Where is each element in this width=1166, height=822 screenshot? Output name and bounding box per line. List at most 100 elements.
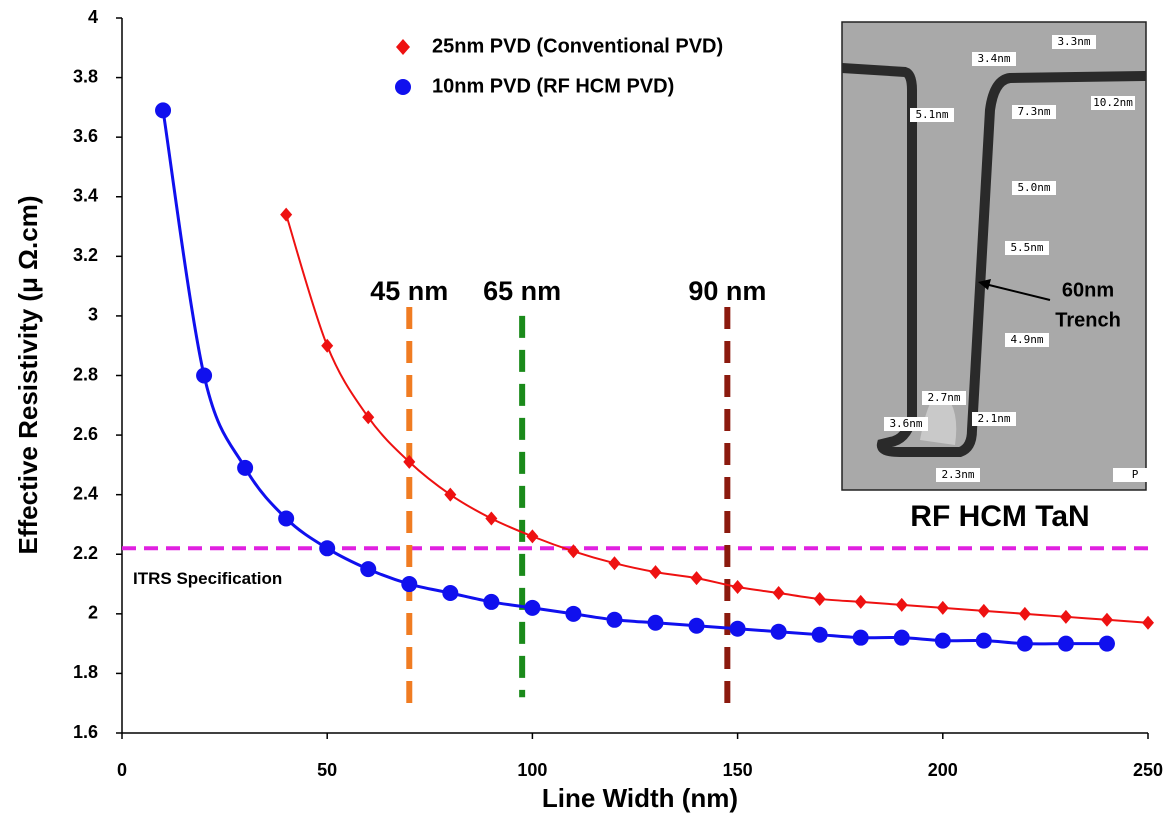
marker [485, 511, 498, 526]
x-axis-title: Line Width (nm) [542, 783, 738, 813]
marker [1059, 609, 1072, 624]
y-tick-label: 2.4 [73, 483, 98, 503]
inset-label: 3.4nm [977, 52, 1010, 65]
marker [280, 207, 293, 222]
inset-label-box [1052, 35, 1096, 49]
x-tick-label: 200 [928, 760, 958, 780]
inset-caption: RF HCM TaN [910, 500, 1089, 533]
x-tick-label: 50 [317, 760, 337, 780]
legend-label: 10nm PVD (RF HCM PVD) [432, 75, 674, 97]
marker [196, 367, 213, 384]
inset-label-box [1012, 181, 1056, 195]
legend-marker [395, 79, 411, 95]
marker [321, 338, 334, 353]
y-tick-label: 3 [88, 305, 98, 325]
inset-label: 5.1nm [915, 108, 948, 121]
x-tick-label: 100 [517, 760, 547, 780]
y-tick-label: 1.6 [73, 722, 98, 742]
marker [362, 410, 375, 425]
inset-label: 2.1nm [977, 412, 1010, 425]
inset-arrowhead [978, 279, 991, 290]
marker [731, 580, 744, 595]
marker [524, 599, 541, 616]
marker [1100, 612, 1113, 627]
y-tick-label: 2.2 [73, 543, 98, 563]
inset-label-box [972, 412, 1016, 426]
marker [155, 102, 172, 119]
marker [688, 617, 705, 634]
marker [608, 556, 621, 571]
x-tick-label: 150 [723, 760, 753, 780]
y-tick-label: 2 [88, 603, 98, 623]
marker [975, 632, 992, 649]
marker [483, 593, 500, 610]
marker [772, 585, 785, 600]
marker [237, 459, 254, 476]
marker [1057, 635, 1074, 652]
marker [1142, 615, 1154, 630]
marker [401, 576, 418, 593]
reference-label: 65 nm [483, 276, 561, 306]
inset-label-box [936, 468, 980, 482]
inset-label-box [1005, 241, 1049, 255]
marker [278, 510, 295, 527]
marker [977, 603, 990, 618]
marker [934, 632, 951, 649]
x-tick-label: 250 [1133, 760, 1163, 780]
marker [893, 629, 910, 646]
marker [770, 623, 787, 640]
marker [526, 529, 539, 544]
inset-label-box [922, 391, 966, 405]
y-axis-title: Effective Resistivity (μ Ω.cm) [13, 196, 43, 555]
y-tick-label: 2.8 [73, 364, 98, 384]
marker [1016, 635, 1033, 652]
y-tick-label: 3.6 [73, 126, 98, 146]
marker [729, 620, 746, 637]
y-tick-label: 1.8 [73, 662, 98, 682]
inset-label: 5.5nm [1010, 241, 1043, 254]
marker [852, 629, 869, 646]
marker [444, 487, 457, 502]
y-tick-label: 3.8 [73, 66, 98, 86]
inset-label-box [1005, 333, 1049, 347]
marker [690, 571, 703, 586]
marker [895, 597, 908, 612]
inset-label-box [1091, 96, 1135, 110]
marker [442, 584, 459, 601]
marker [649, 565, 662, 580]
marker [565, 605, 582, 622]
spec-label: ITRS Specification [133, 569, 282, 588]
legend-label: 25nm PVD (Conventional PVD) [432, 35, 723, 57]
inset-label: P [1132, 468, 1139, 481]
marker [606, 611, 623, 628]
marker [1098, 635, 1115, 652]
inset-label-box [884, 417, 928, 431]
inset-label: 5.0nm [1017, 181, 1050, 194]
inset-label-box [972, 52, 1016, 66]
reference-label: 45 nm [370, 276, 448, 306]
marker [854, 594, 867, 609]
x-tick-label: 0 [117, 760, 127, 780]
inset-arrow [984, 283, 1051, 301]
marker [360, 561, 377, 578]
y-tick-label: 3.2 [73, 245, 98, 265]
reference-label: 90 nm [688, 276, 766, 306]
inset-label: 3.3nm [1057, 35, 1090, 48]
y-tick-label: 3.4 [73, 186, 98, 206]
inset-label: 10.2nm [1093, 96, 1133, 109]
y-tick-label: 4 [88, 7, 98, 27]
marker [811, 626, 828, 643]
marker [813, 591, 826, 606]
inset-label: 2.3nm [941, 468, 974, 481]
inset-label: 3.6nm [889, 417, 922, 430]
inset-label: 2.7nm [927, 391, 960, 404]
inset-void [920, 393, 957, 445]
marker [647, 614, 664, 631]
marker [319, 540, 336, 557]
inset-label: 4.9nm [1010, 333, 1043, 346]
inset-label: 7.3nm [1017, 105, 1050, 118]
marker [403, 454, 416, 469]
inset-label-box [1012, 105, 1056, 119]
inset-label-box [1113, 468, 1157, 482]
